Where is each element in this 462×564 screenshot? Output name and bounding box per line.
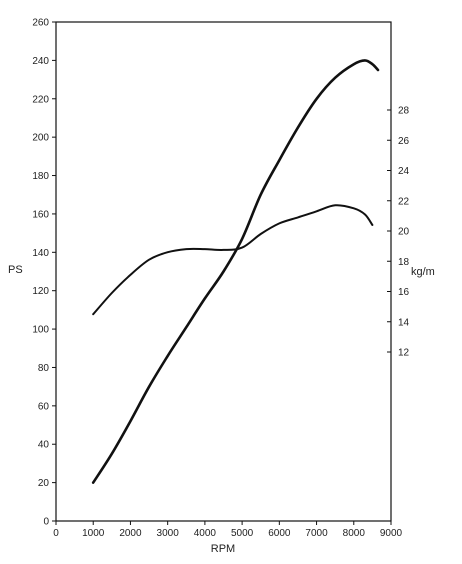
x-axis-title: RPM [211, 543, 235, 555]
y-tick-label: 240 [32, 56, 49, 67]
y-tick-label: 40 [38, 440, 50, 451]
y2-axis-title: kg/m [411, 266, 435, 278]
x-tick-label: 2000 [119, 528, 142, 539]
y-tick-label: 80 [38, 363, 50, 374]
y-tick-label: 180 [32, 171, 49, 182]
y-tick-label: 260 [32, 18, 49, 29]
y-axis-title: PS [8, 264, 23, 276]
x-axis-ticks: 0 1000 2000 3000 4000 5000 6000 7000 8000 9000 [53, 521, 403, 539]
plot-frame [55, 21, 392, 522]
x-tick-label: 6000 [268, 528, 291, 539]
y-tick-label: 100 [32, 325, 49, 336]
x-tick-label: 9000 [380, 528, 403, 539]
y-tick-label: 0 [43, 517, 49, 528]
x-tick-label: 8000 [343, 528, 366, 539]
y2-axis-ticks: 12 14 16 18 20 22 24 26 28 [387, 106, 410, 359]
x-tick-label: 7000 [305, 528, 328, 539]
x-tick-label: 0 [53, 528, 59, 539]
y2-tick-label: 28 [398, 106, 410, 117]
power-curve-line [91, 59, 380, 484]
y-tick-label: 60 [38, 401, 50, 412]
y2-tick-label: 18 [398, 257, 410, 268]
y-tick-label: 220 [32, 94, 49, 105]
y-tick-label: 140 [32, 248, 49, 259]
y2-tick-label: 26 [398, 136, 410, 147]
y2-tick-label: 14 [398, 317, 410, 328]
y2-tick-label: 16 [398, 287, 410, 298]
y-axis-ticks: 0 20 40 60 80 100 120 140 160 180 200 220 240 260 [32, 18, 56, 528]
y2-tick-label: 24 [398, 166, 410, 177]
series-layer [91, 59, 380, 484]
y2-tick-label: 12 [398, 348, 410, 359]
x-tick-label: 1000 [82, 528, 105, 539]
y-tick-label: 200 [32, 133, 49, 144]
y2-tick-label: 20 [398, 227, 410, 238]
x-tick-label: 3000 [157, 528, 180, 539]
y2-tick-label: 22 [398, 196, 410, 207]
y-tick-label: 160 [32, 209, 49, 220]
torque-curve-line [92, 204, 374, 316]
x-tick-label: 5000 [231, 528, 254, 539]
y-tick-label: 20 [38, 478, 50, 489]
x-tick-label: 4000 [194, 528, 217, 539]
y-tick-label: 120 [32, 286, 49, 297]
